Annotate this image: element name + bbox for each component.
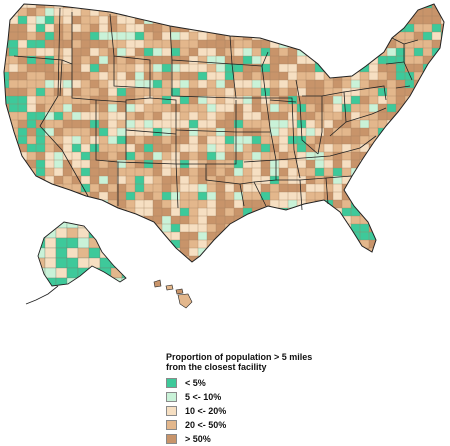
legend-item: 10 <- 20%	[166, 404, 366, 417]
legend-title-line-1: Proportion of population > 5 miles	[166, 352, 313, 362]
alaska-map	[25, 221, 127, 305]
legend-swatch	[166, 433, 177, 444]
legend-label: 20 <- 50%	[185, 419, 227, 430]
legend-label: 10 <- 20%	[185, 405, 227, 416]
aleutian-islands	[25, 285, 59, 305]
hawaii-map	[153, 279, 193, 309]
legend-title-line-2: from the closest facility	[166, 362, 267, 372]
legend-swatch	[166, 391, 177, 402]
legend-label: 5 <- 10%	[185, 391, 222, 402]
legend-label: > 50%	[185, 433, 211, 444]
legend-swatch	[166, 419, 177, 430]
legend-item: 20 <- 50%	[166, 418, 366, 431]
map-legend: Proportion of population > 5 miles from …	[166, 352, 366, 446]
legend-item: > 50%	[166, 432, 366, 445]
alaska-borough-cells	[38, 222, 126, 286]
legend-items: < 5% 5 <- 10% 10 <- 20% 20 <- 50% > 50%	[166, 376, 366, 445]
legend-item: < 5%	[166, 376, 366, 389]
state-borders	[3, 3, 445, 263]
legend-swatch	[166, 377, 177, 388]
legend-swatch	[166, 405, 177, 416]
legend-item: 5 <- 10%	[166, 390, 366, 403]
legend-label: < 5%	[185, 377, 206, 388]
legend-title: Proportion of population > 5 miles from …	[166, 352, 366, 372]
